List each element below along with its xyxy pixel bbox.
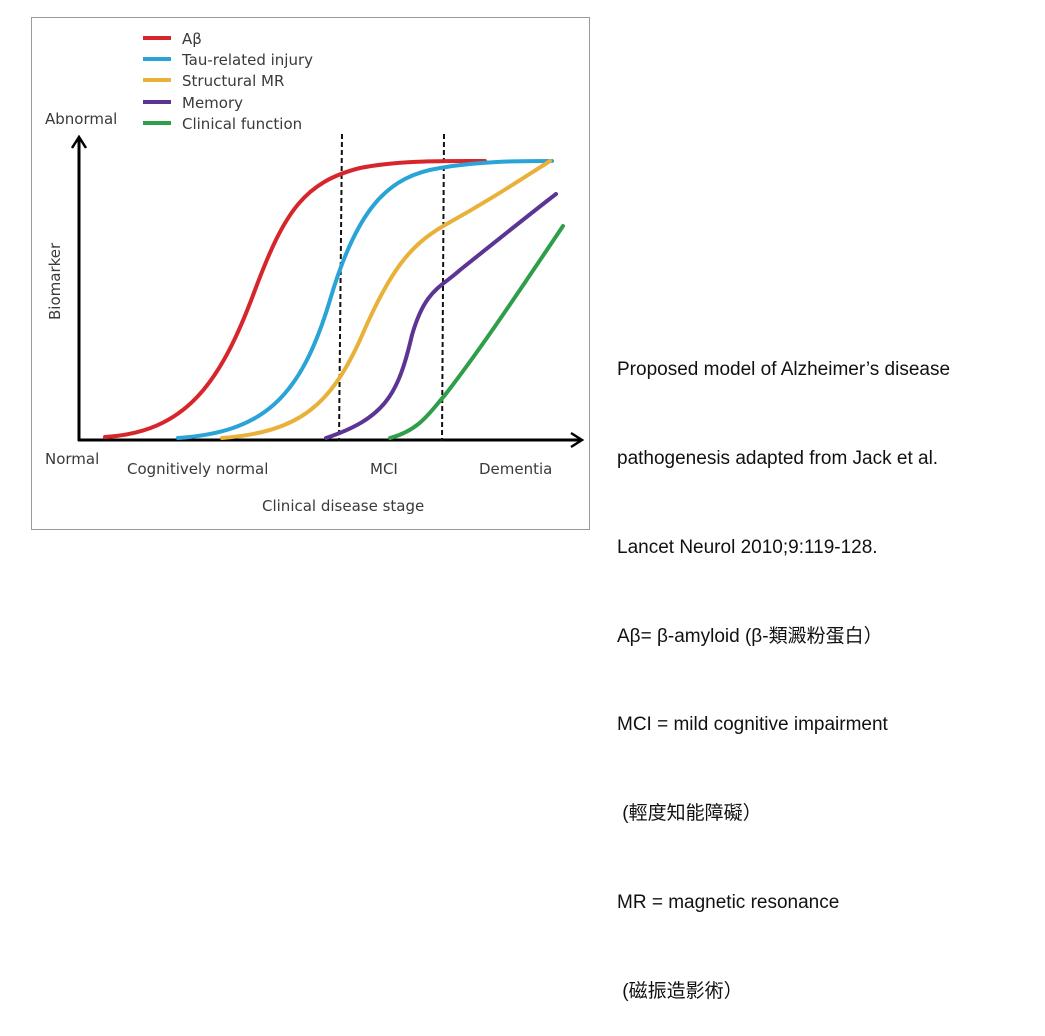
- caption-line: pathogenesis adapted from Jack et al.: [617, 447, 939, 469]
- biomarker-diagram: Aβ Tau-related injury Structural MR Memo…: [45, 30, 585, 515]
- curve-memory: [324, 192, 558, 440]
- curve-tau: [176, 159, 554, 440]
- figure-frame: [31, 17, 590, 530]
- caption-line: (磁振造影術）: [617, 980, 743, 1002]
- caption-line: MR = magnetic resonance: [617, 891, 840, 913]
- curve-structural-mr: [220, 159, 552, 440]
- legend-label-abeta: Aβ: [182, 30, 202, 48]
- caption-line: Aβ= β-amyloid (β-類澱粉蛋白）: [617, 625, 883, 647]
- legend: Aβ Tau-related injury Structural MR Memo…: [143, 30, 313, 133]
- caption-line: Lancet Neurol 2010;9:119-128.: [617, 536, 878, 558]
- legend-label-structural-mr: Structural MR: [182, 72, 284, 90]
- legend-label-clinical-function: Clinical function: [182, 115, 302, 133]
- x-axis-arrow-icon: [570, 431, 585, 449]
- caption-line: Proposed model of Alzheimer’s disease: [617, 359, 951, 381]
- stage-label-cognitively-normal: Cognitively normal: [127, 460, 268, 478]
- x-axis-label: Clinical disease stage: [262, 497, 424, 515]
- curve-clinical-function: [388, 224, 565, 440]
- stage-label-mci: MCI: [370, 460, 398, 478]
- y-axis-arrow-icon: [70, 134, 88, 149]
- figure-caption: Proposed model of Alzheimer’s disease pa…: [617, 296, 950, 1036]
- caption-line: (輕度知能障礙）: [617, 803, 762, 825]
- y-axis-bottom-label: Normal: [45, 450, 99, 468]
- caption-line: MCI = mild cognitive impairment: [617, 714, 888, 736]
- legend-label-tau: Tau-related injury: [181, 51, 313, 69]
- y-axis-label: Biomarker: [46, 242, 64, 320]
- legend-label-memory: Memory: [182, 94, 243, 112]
- y-axis-top-label: Abnormal: [45, 110, 117, 128]
- divider-normal-mci: [338, 133, 343, 442]
- divider-mci-dementia: [441, 133, 445, 442]
- stage-label-dementia: Dementia: [479, 460, 552, 478]
- curve-abeta: [103, 158, 487, 439]
